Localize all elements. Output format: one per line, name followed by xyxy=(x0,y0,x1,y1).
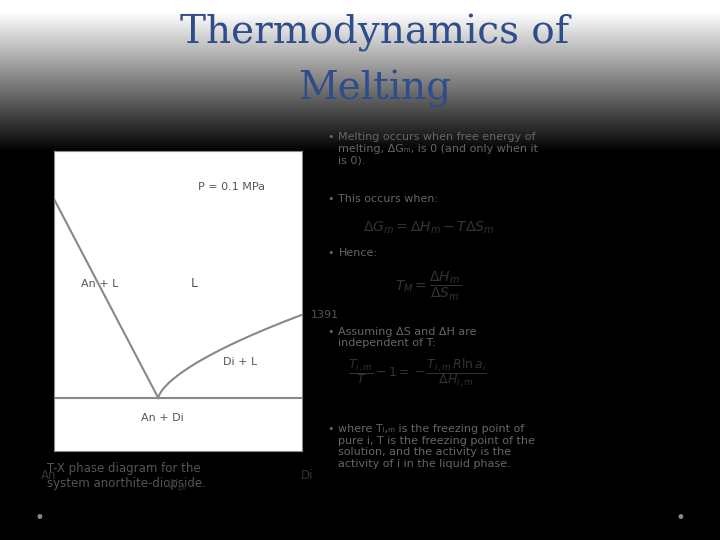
Text: Di + L: Di + L xyxy=(223,357,257,367)
Text: $T_M = \dfrac{\Delta H_m}{\Delta S_m}$: $T_M = \dfrac{\Delta H_m}{\Delta S_m}$ xyxy=(395,270,462,303)
Text: where Tᵢ,ₘ is the freezing point of
pure i, T is the freezing point of the
solut: where Tᵢ,ₘ is the freezing point of pure… xyxy=(338,424,535,469)
Text: •: • xyxy=(35,509,45,528)
Text: •: • xyxy=(675,509,685,528)
Text: An + Di: An + Di xyxy=(141,413,184,423)
Text: 1391: 1391 xyxy=(311,309,339,320)
Text: L: L xyxy=(191,277,197,290)
Y-axis label: T, °C: T, °C xyxy=(0,287,13,315)
Text: •: • xyxy=(328,424,334,434)
Text: An: An xyxy=(41,469,57,482)
Text: $\dfrac{T_{i,m}}{T} - 1 = -\dfrac{T_{i,m}\,R\ln a_i}{\Delta H_{i,m}}$: $\dfrac{T_{i,m}}{T} - 1 = -\dfrac{T_{i,m… xyxy=(348,356,487,389)
Text: Thermodynamics of: Thermodynamics of xyxy=(180,14,569,51)
Text: Melting occurs when free energy of
melting, ΔGₘ, is 0 (and only when it
is 0).: Melting occurs when free energy of melti… xyxy=(338,132,539,165)
Text: Melting: Melting xyxy=(298,70,451,108)
Text: T-X phase diagram for the
system anorthite-diopside.: T-X phase diagram for the system anorthi… xyxy=(47,462,206,490)
Text: An + L: An + L xyxy=(81,279,119,289)
Text: •: • xyxy=(328,248,334,259)
Text: $X_{Di}$: $X_{Di}$ xyxy=(168,478,189,493)
Text: •: • xyxy=(328,194,334,205)
Text: This occurs when:: This occurs when: xyxy=(338,194,438,205)
Text: Assuming ΔS and ΔH are
independent of T:: Assuming ΔS and ΔH are independent of T: xyxy=(338,327,477,348)
Text: Di: Di xyxy=(301,469,314,482)
Text: •: • xyxy=(328,327,334,337)
Text: Hence:: Hence: xyxy=(338,248,377,259)
Text: P = 0.1 MPa: P = 0.1 MPa xyxy=(198,183,265,192)
Text: $\Delta G_m = \Delta H_m - T\Delta S_m$: $\Delta G_m = \Delta H_m - T\Delta S_m$ xyxy=(363,220,494,236)
Text: •: • xyxy=(328,132,334,143)
